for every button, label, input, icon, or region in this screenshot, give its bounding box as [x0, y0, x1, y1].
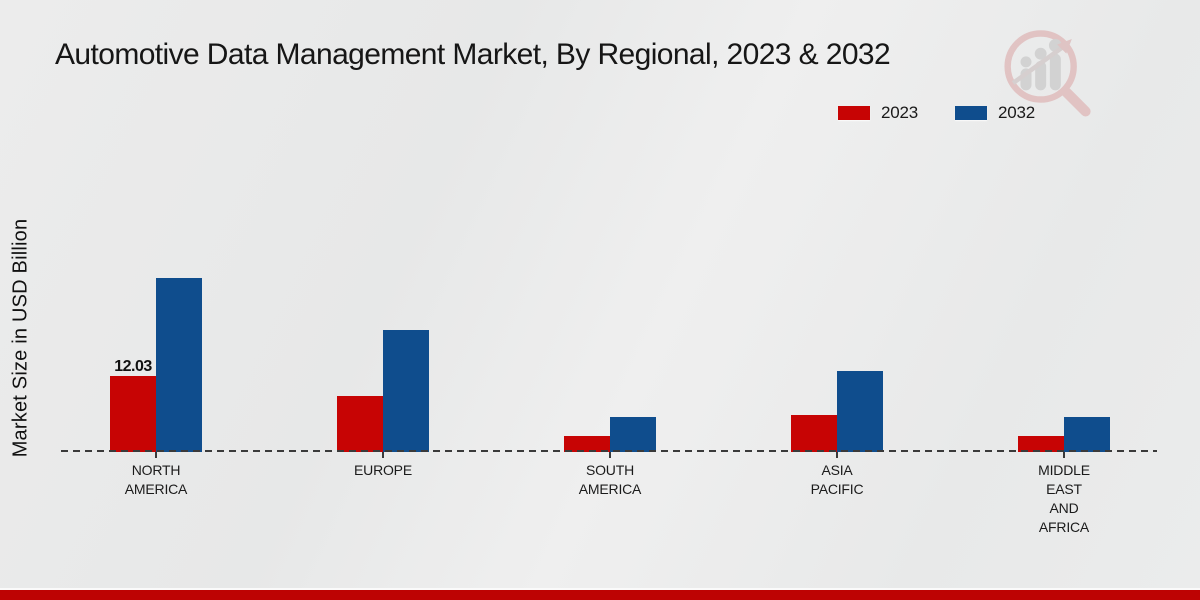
footer-accent-bar [0, 590, 1200, 600]
legend-swatch-2032 [955, 106, 988, 120]
bar-2023-1 [337, 396, 383, 452]
category-label-4: MIDDLE EAST AND AFRICA [1038, 462, 1090, 535]
category-label-3: ASIA PACIFIC [810, 462, 864, 497]
footer-highlight-line [0, 588, 1200, 590]
axis-tick-1 [382, 452, 384, 458]
legend: 2023 2032 [838, 103, 1035, 123]
bar-2032-0 [156, 278, 202, 452]
bar-2032-1 [383, 330, 429, 452]
axis-tick-3 [836, 452, 838, 458]
category-label-1: EUROPE [354, 462, 412, 478]
magnifier-bar-chart-icon [1004, 30, 1091, 117]
bar-value-label: 12.03 [114, 358, 152, 375]
bar-2023-2 [564, 436, 610, 452]
axis-tick-0 [155, 452, 157, 458]
legend-item-2023: 2023 [838, 103, 918, 123]
legend-label-2023: 2023 [881, 103, 919, 122]
bar-2023-3 [791, 415, 837, 452]
legend-item-2032: 2032 [955, 103, 1035, 123]
bar-2032-4 [1064, 417, 1110, 452]
x-axis-baseline [61, 450, 1157, 452]
growth-arrow-icon [1011, 39, 1072, 85]
magnifier-handle-icon [1060, 86, 1091, 117]
bar-2032-2 [610, 417, 656, 452]
bar-2023-4 [1018, 436, 1064, 452]
bar-2032-3 [837, 371, 883, 452]
category-label-2: SOUTH AMERICA [578, 462, 642, 497]
chart-title: Automotive Data Management Market, By Re… [55, 38, 891, 71]
category-label-0: NORTH AMERICA [124, 462, 188, 497]
legend-swatch-2023 [838, 106, 870, 120]
axis-tick-4 [1063, 452, 1065, 458]
bar-2023-0 [110, 376, 156, 452]
axis-tick-2 [609, 452, 611, 458]
magnifier-lens-icon [1004, 30, 1077, 103]
legend-label-2032: 2032 [998, 103, 1036, 122]
brand-logo-watermark [993, 26, 1103, 118]
